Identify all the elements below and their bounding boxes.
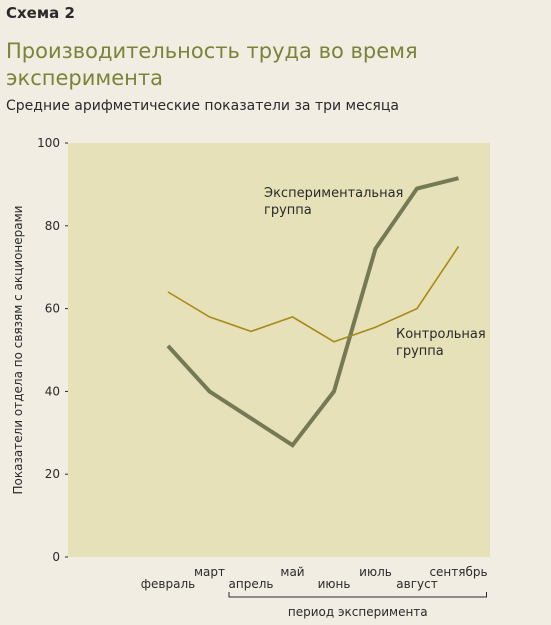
series-line-control: [167, 246, 460, 343]
series-label-control-line1: Контрольная: [396, 327, 486, 342]
experiment-period-label: период эксперимента: [288, 605, 428, 619]
series-line-experimental: [166, 176, 459, 448]
y-tick-label: 80: [45, 219, 60, 233]
series-label-control-line2: группа: [396, 344, 444, 359]
series-label-experimental-line2: группа: [264, 203, 312, 218]
chart-subtitle: Средние арифметические показатели за три…: [6, 98, 399, 114]
y-axis: 0 20 40 60 80 100: [37, 136, 68, 564]
x-tick-label: март: [194, 565, 225, 579]
x-tick-label: август: [396, 577, 437, 591]
chart-title: Производительность труда во время экспер…: [6, 39, 418, 90]
y-axis-label: Показатели отдела по связям с акционерам…: [11, 206, 25, 495]
x-tick-label: май: [280, 565, 304, 579]
x-tick-label: июль: [359, 565, 392, 579]
experiment-period-bracket: [228, 592, 487, 598]
plot-area: [68, 143, 490, 557]
x-tick-label: июнь: [318, 577, 351, 591]
y-tick-label: 40: [45, 384, 60, 398]
scheme-label: Схема 2: [6, 4, 75, 22]
x-tick-label: апрель: [229, 577, 274, 591]
y-tick-label: 0: [52, 550, 60, 564]
series-lines: [166, 176, 460, 448]
y-tick-label: 100: [37, 136, 60, 150]
x-tick-label: февраль: [141, 577, 195, 591]
y-tick-label: 20: [45, 467, 60, 481]
y-tick-label: 60: [45, 302, 60, 316]
series-label-experimental-line1: Экспериментальная: [264, 186, 403, 201]
x-tick-label: сентябрь: [429, 565, 487, 579]
y-axis-label-group: Показатели отдела по связям с акционерам…: [11, 206, 25, 495]
